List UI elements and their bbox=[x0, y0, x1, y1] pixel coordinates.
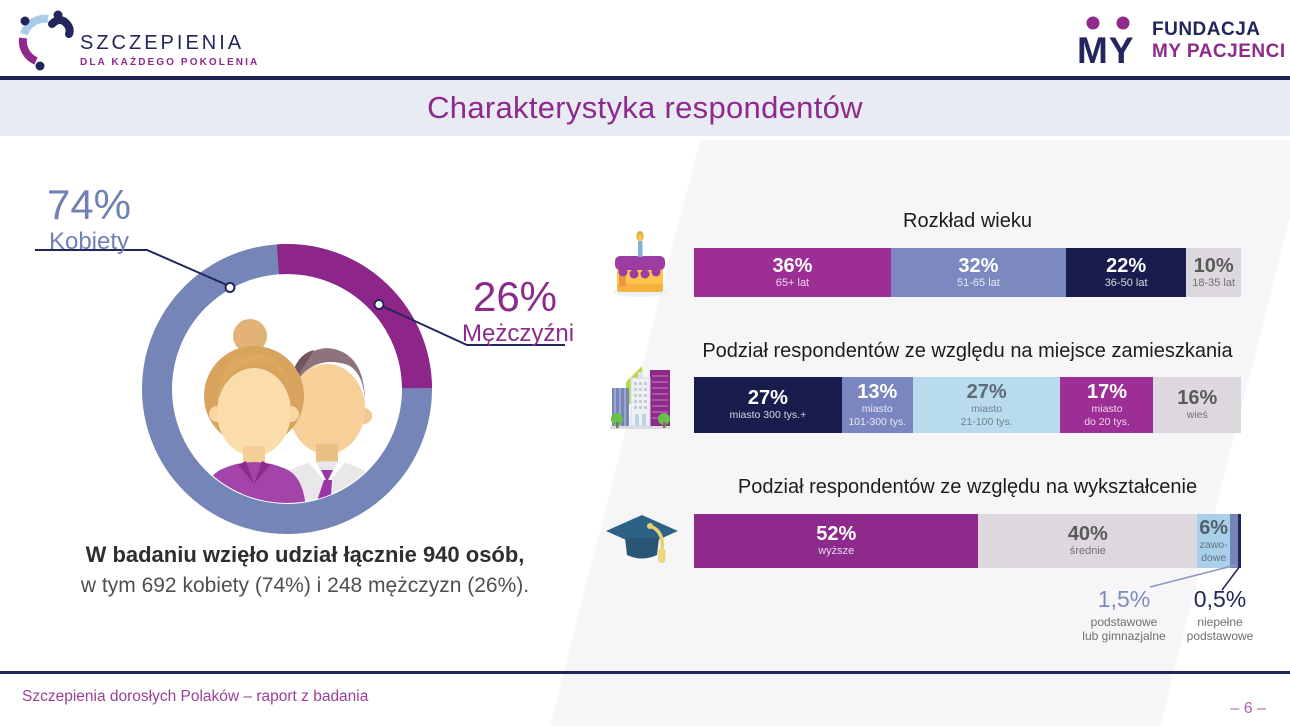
seg-label: do 20 tys. bbox=[1084, 415, 1130, 428]
residence-seg-city101-300: 13% miasto 101-300 tys. bbox=[841, 377, 913, 433]
age-bar-chart: 36% 65+ lat 32% 51-65 lat 22% 36-50 lat … bbox=[694, 248, 1241, 297]
age-seg-51-65: 32% 51-65 lat bbox=[890, 248, 1066, 297]
seg-pct: 52% bbox=[816, 523, 857, 546]
education-seg-vocational: 6% zawo- dowe bbox=[1197, 514, 1231, 568]
primary-education-callout: 1,5% podstawowe lub gimnazjalne bbox=[1078, 586, 1170, 644]
page-title: Charakterystyka respondentów bbox=[427, 90, 863, 125]
seg-label: wieś bbox=[1186, 409, 1208, 422]
incomplete-label-line2: podstawowe bbox=[1186, 629, 1254, 644]
seg-pct: 17% bbox=[1086, 381, 1127, 404]
birthday-cake-icon bbox=[613, 231, 667, 297]
city-buildings-icon bbox=[610, 366, 670, 429]
male-category: Mężczyźni bbox=[462, 320, 575, 347]
graduation-cap-icon bbox=[606, 515, 678, 563]
my-monogram-icon: MY bbox=[1077, 16, 1135, 66]
female-category: Kobiety bbox=[48, 228, 130, 255]
seg-pct: 40% bbox=[1067, 523, 1108, 546]
seg-label: zawo- bbox=[1199, 539, 1228, 552]
seg-label: miasto bbox=[861, 403, 893, 416]
summary-line1: W badaniu wzięło udział łącznie 940 osób… bbox=[85, 542, 525, 567]
education-seg-incomplete-primary bbox=[1238, 514, 1241, 568]
fundacja-logo-text: FUNDACJA MY PACJENCI bbox=[1152, 20, 1286, 61]
logo-right-line2: MY PACJENCI bbox=[1152, 40, 1286, 62]
footer-divider bbox=[0, 671, 1290, 674]
seg-label: 21-100 tys. bbox=[960, 415, 1013, 428]
couple-illustration-icon bbox=[202, 319, 378, 503]
gender-donut-chart bbox=[142, 244, 432, 534]
seg-label: średnie bbox=[1069, 545, 1106, 558]
seg-pct: 36% bbox=[772, 254, 813, 277]
residence-seg-city300plus: 27% miasto 300 tys.+ bbox=[694, 377, 842, 433]
seg-label: miasto bbox=[1091, 403, 1123, 416]
summary-line2: w tym 692 kobiety (74%) i 248 mężczyzn (… bbox=[80, 573, 530, 597]
seg-pct: 13% bbox=[857, 381, 898, 404]
incomplete-primary-callout: 0,5% niepełne podstawowe bbox=[1176, 586, 1264, 644]
primary-label-line2: lub gimnazjalne bbox=[1082, 629, 1166, 644]
education-chart-title: Podział respondentów ze względu na wyksz… bbox=[737, 476, 1198, 498]
fundacja-logo: MY FUNDACJA MY PACJENCI bbox=[1076, 14, 1286, 66]
seg-pct: 32% bbox=[958, 254, 999, 277]
seg-pct: 22% bbox=[1106, 254, 1147, 277]
age-seg-36-50: 22% 36-50 lat bbox=[1065, 248, 1187, 297]
age-seg-65plus: 36% 65+ lat bbox=[694, 248, 891, 297]
seg-label: 18-35 lat bbox=[1192, 276, 1236, 289]
education-callout-lines bbox=[1149, 564, 1241, 591]
szczepienia-logo-text: SZCZEPIENIA DLA KAŻDEGO POKOLENIA bbox=[80, 33, 259, 68]
seg-label: miasto bbox=[971, 403, 1003, 416]
seg-pct: 10% bbox=[1193, 254, 1234, 277]
female-pct: 74% bbox=[46, 181, 132, 228]
donut-leader-lines bbox=[35, 249, 565, 346]
title-band: Charakterystyka respondentów bbox=[0, 76, 1290, 136]
svg-text:MY: MY bbox=[1077, 30, 1135, 66]
education-seg-higher: 52% wyższe bbox=[694, 514, 979, 568]
residence-chart-title: Podział respondentów ze względu na miejs… bbox=[702, 340, 1233, 362]
footer-report-title: Szczepienia dorosłych Polaków – raport z… bbox=[22, 688, 369, 705]
seg-label: wyższe bbox=[818, 545, 855, 558]
education-seg-secondary: 40% średnie bbox=[978, 514, 1198, 568]
szczepienia-logo-icon bbox=[18, 10, 74, 71]
age-chart-title: Rozkład wieku bbox=[903, 210, 1032, 232]
education-bar-chart: 52% wyższe 40% średnie 6% zawo- dowe bbox=[694, 514, 1241, 568]
age-seg-18-35: 10% 18-35 lat bbox=[1186, 248, 1241, 297]
female-share-label: 74% Kobiety bbox=[30, 184, 148, 254]
page-number: – 6 – bbox=[1230, 700, 1266, 717]
logo-left-line2: DLA KAŻDEGO POKOLENIA bbox=[80, 57, 260, 68]
seg-pct: 27% bbox=[747, 387, 788, 410]
seg-pct: 27% bbox=[966, 381, 1007, 404]
male-share-label: 26% Mężczyźni bbox=[462, 273, 575, 347]
primary-pct: 1,5% bbox=[1097, 586, 1151, 612]
education-seg-primary bbox=[1230, 514, 1239, 568]
seg-pct: 16% bbox=[1177, 387, 1218, 410]
seg-pct: 6% bbox=[1199, 517, 1229, 540]
seg-label: 101-300 tys. bbox=[848, 415, 907, 428]
residence-seg-city-under20: 17% miasto do 20 tys. bbox=[1060, 377, 1154, 433]
primary-label-line1: podstawowe bbox=[1090, 615, 1158, 630]
donut-male-arc bbox=[142, 244, 432, 534]
incomplete-primary-pct: 0,5% bbox=[1193, 586, 1247, 612]
seg-label: 65+ lat bbox=[775, 276, 810, 289]
sample-summary: W badaniu wzięło udział łącznie 940 osób… bbox=[18, 540, 592, 600]
logo-left-line1: SZCZEPIENIA bbox=[80, 32, 245, 54]
seg-label: dowe bbox=[1201, 551, 1227, 564]
logo-right-line1: FUNDACJA bbox=[1152, 18, 1261, 40]
seg-label: 36-50 lat bbox=[1104, 276, 1148, 289]
seg-label: 51-65 lat bbox=[957, 276, 1000, 289]
residence-seg-village: 16% wieś bbox=[1153, 377, 1241, 433]
seg-label: miasto 300 tys.+ bbox=[729, 409, 807, 422]
incomplete-label-line1: niepełne bbox=[1197, 615, 1243, 630]
residence-seg-city21-100: 27% miasto 21-100 tys. bbox=[912, 377, 1061, 433]
residence-bar-chart: 27% miasto 300 tys.+ 13% miasto 101-300 … bbox=[694, 377, 1241, 433]
male-pct: 26% bbox=[472, 273, 558, 320]
